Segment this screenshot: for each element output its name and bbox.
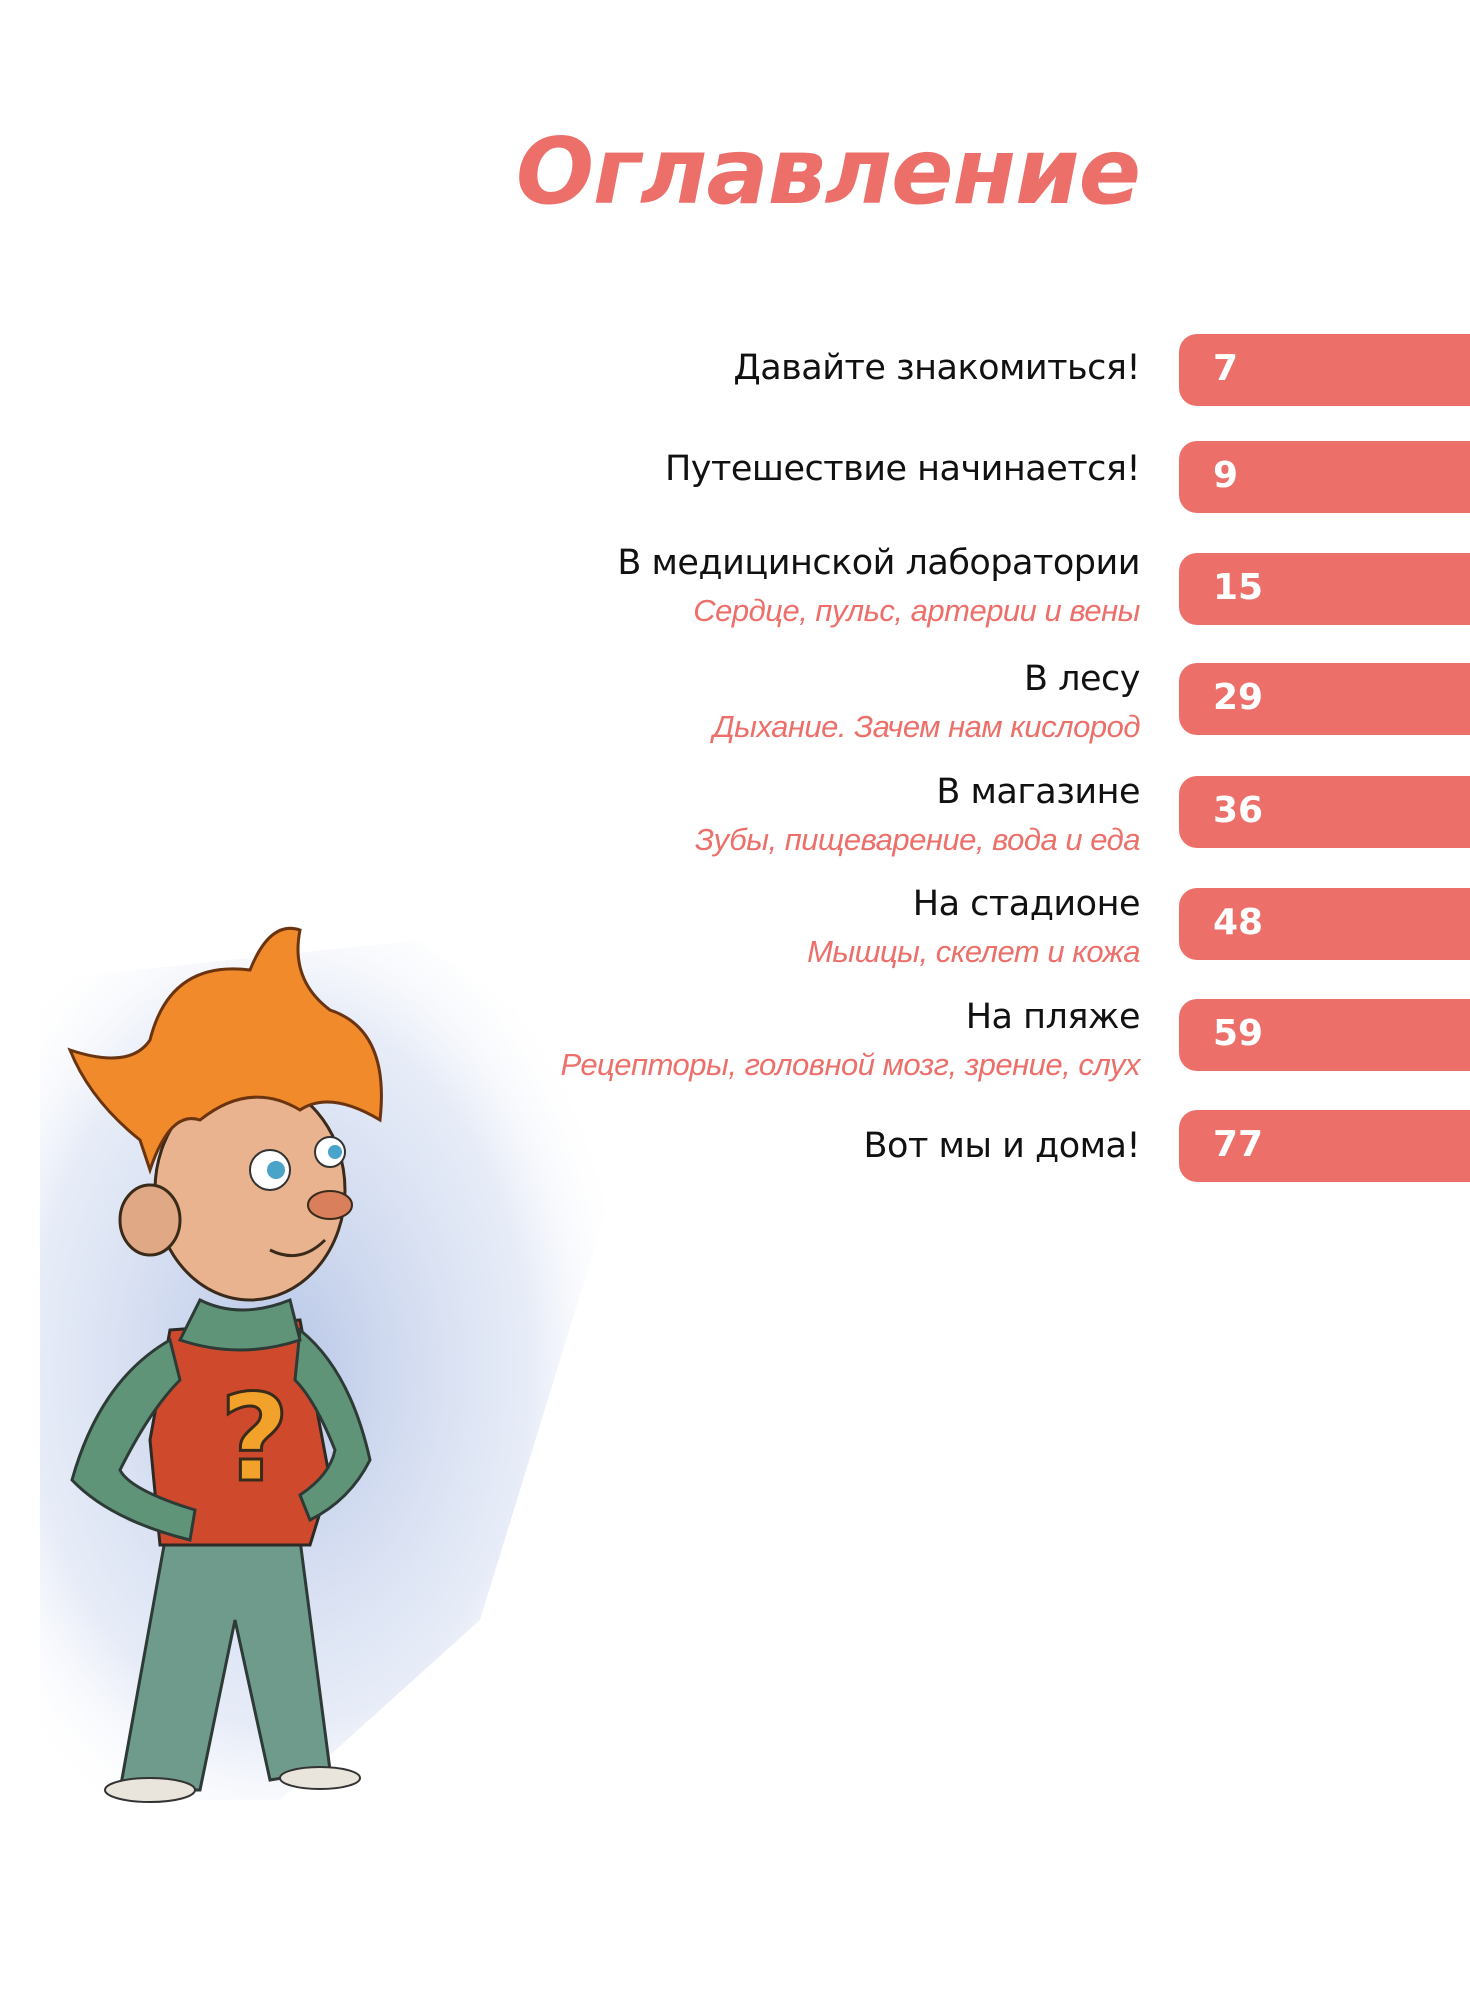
chapter-subtitle: Зубы, пищеварение, вода и еда — [695, 822, 1140, 857]
question-mark-icon: ? — [220, 1370, 290, 1509]
page-number: 59 — [1213, 1013, 1264, 1054]
chapter-title: Путешествие начинается! — [664, 449, 1141, 489]
chapter-title: В медицинской лаборатории — [617, 543, 1140, 583]
chapter-title: В лесу — [1024, 659, 1141, 699]
chapter-subtitle: Сердце, пульс, артерии и вены — [693, 593, 1140, 628]
page-number-tab: 36 — [1179, 776, 1470, 848]
boy-figure: ? — [67, 927, 383, 1803]
chapter-title: В магазине — [936, 772, 1140, 812]
chapter-subtitle: Дыхание. Зачем нам кислород — [712, 709, 1141, 744]
chapter-title: Вот мы и дома! — [863, 1126, 1141, 1166]
page-number-tab: 48 — [1179, 888, 1470, 960]
page-number-tab: 7 — [1179, 334, 1470, 406]
page-number: 36 — [1213, 790, 1264, 831]
chapter-title: На пляже — [965, 997, 1141, 1037]
page-number: 7 — [1213, 348, 1239, 389]
page-number: 77 — [1213, 1124, 1264, 1165]
page-number: 15 — [1213, 567, 1264, 608]
page-number-tab: 15 — [1179, 553, 1470, 625]
page-number-tab: 9 — [1179, 441, 1470, 513]
page-number-tab: 29 — [1179, 663, 1470, 735]
page-number-tab: 77 — [1179, 1110, 1470, 1182]
boy-illustration: ? — [40, 927, 640, 1803]
page-number-tab: 59 — [1179, 999, 1470, 1071]
chapter-title: Давайте знакомиться! — [733, 348, 1140, 388]
page-number: 29 — [1213, 677, 1264, 718]
chapter-title: На стадионе — [912, 884, 1141, 924]
page-number: 48 — [1213, 902, 1264, 943]
page-title: Оглавление — [515, 118, 1141, 225]
page-number: 9 — [1213, 455, 1239, 496]
chapter-subtitle: Рецепторы, головной мозг, зрение, слух — [560, 1047, 1140, 1082]
chapter-subtitle: Мышцы, скелет и кожа — [807, 934, 1140, 969]
